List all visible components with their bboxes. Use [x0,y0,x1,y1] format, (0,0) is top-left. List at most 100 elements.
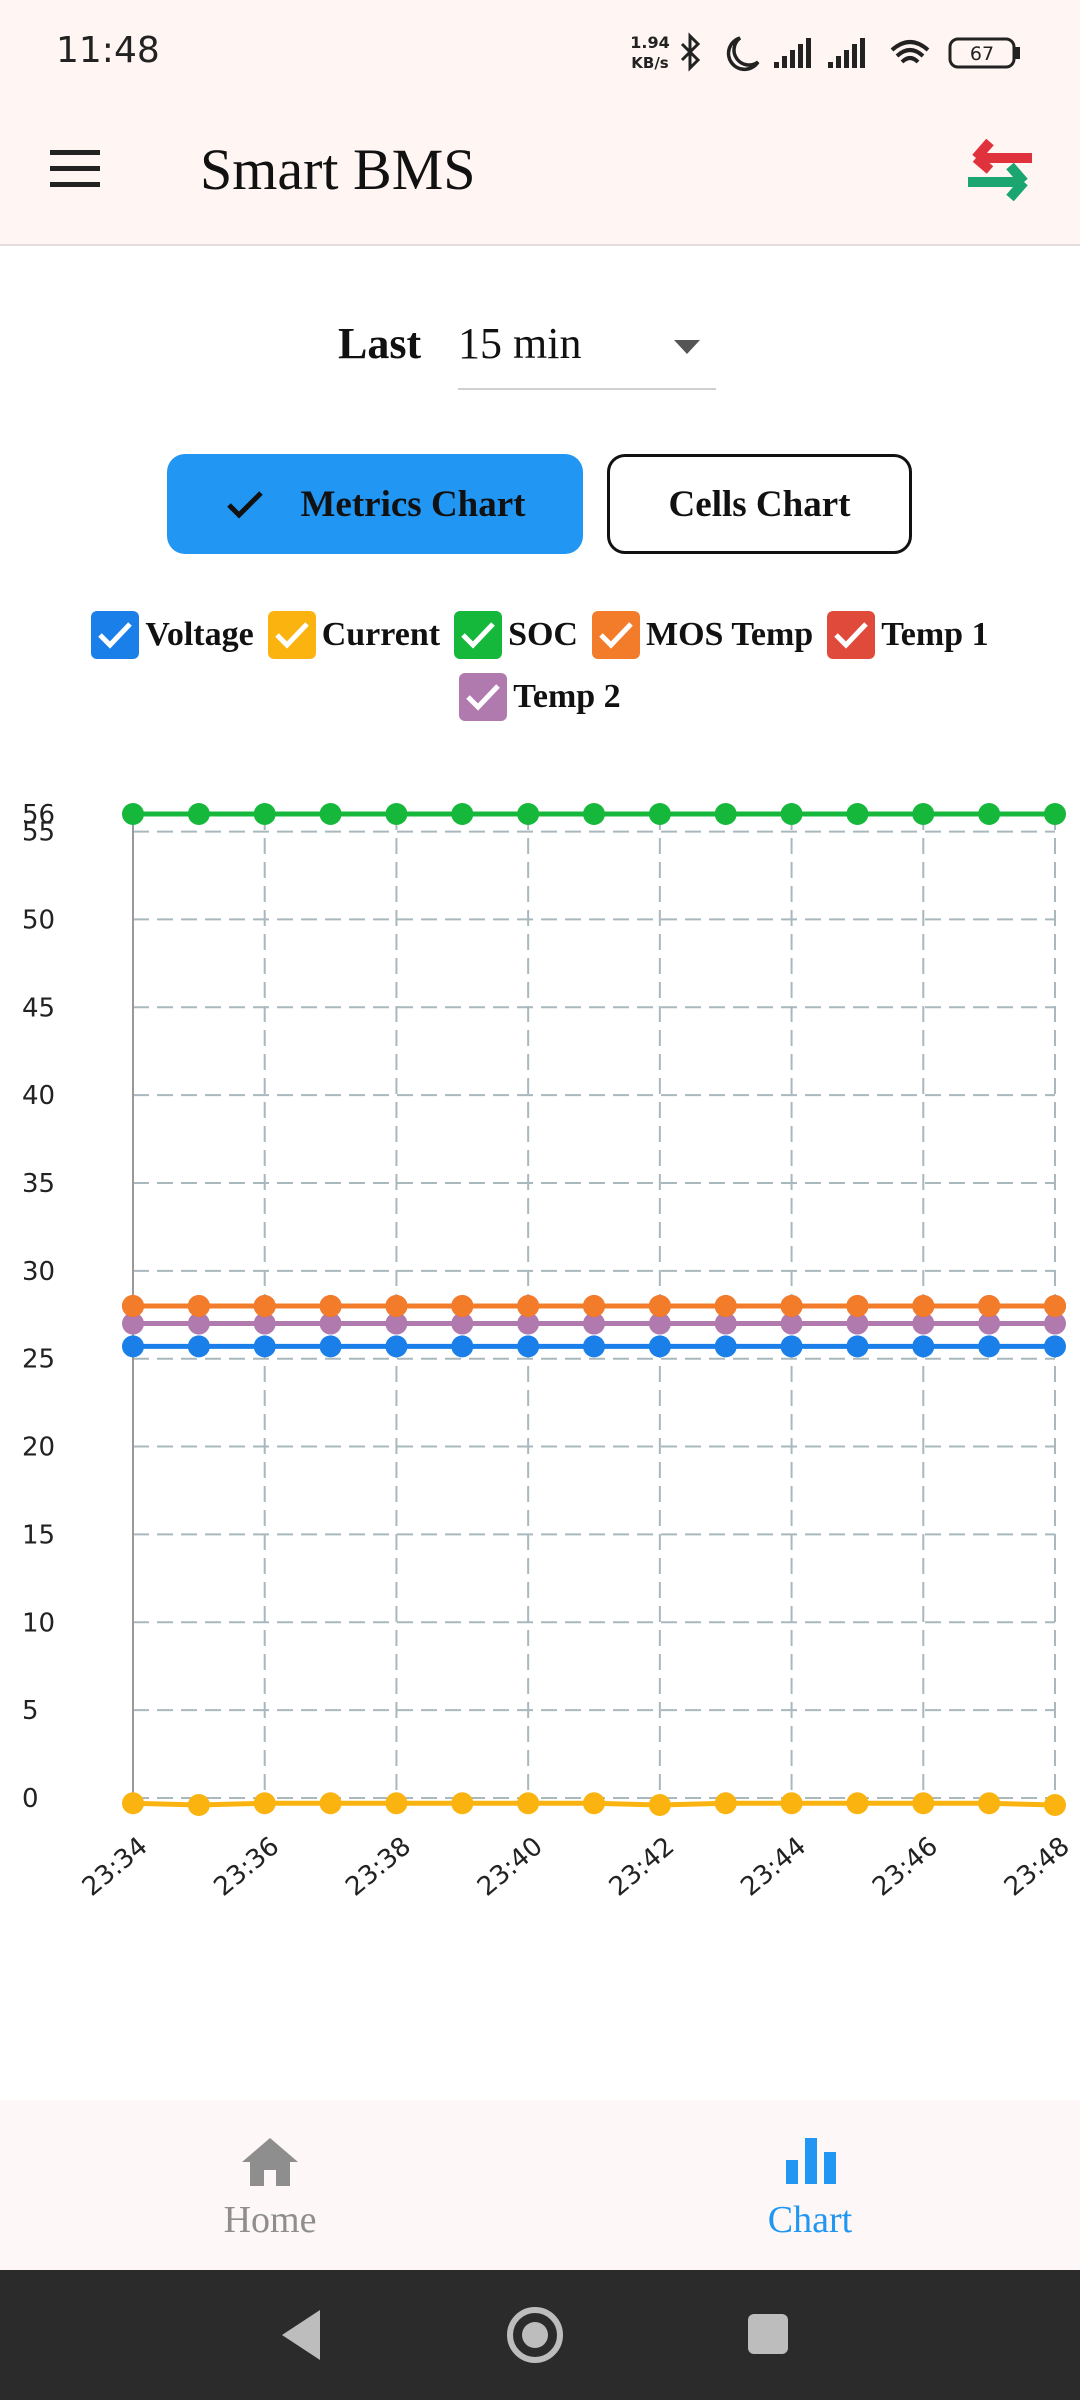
signal-icon [774,38,811,68]
data-point [385,1294,408,1317]
data-point [978,1792,1001,1815]
data-point [978,1294,1001,1317]
data-point [648,1794,671,1816]
data-point [714,1335,737,1358]
data-point [1044,1294,1066,1317]
nav-label[interactable]: Chart [767,2199,853,2241]
x-tick-label: 23:42 [604,1831,681,1902]
data-point [385,1792,408,1815]
legend-checkbox[interactable] [827,611,876,659]
bluetooth-icon [680,32,701,72]
x-tick-label: 23:36 [209,1831,286,1902]
data-point [451,1335,474,1358]
data-point [583,1312,605,1335]
data-point [517,803,540,825]
y-tick-label: 45 [22,993,55,1023]
data-point [583,1792,605,1815]
y-tick-label: 20 [22,1433,55,1463]
data-point [780,803,803,825]
refresh-button[interactable] [962,134,1038,206]
data-point [780,1335,803,1358]
legend-checkbox[interactable] [267,611,316,659]
legend-label: Voltage [145,616,254,653]
legend-item[interactable]: MOS Temp [591,610,813,660]
data-point [187,1294,210,1317]
data-point [583,1335,605,1358]
data-point [846,1792,869,1815]
battery-tip [1015,47,1020,59]
app-bar [0,0,1080,246]
check-mark [834,622,869,649]
legend-checkbox[interactable] [459,673,508,721]
y-tick-label: 15 [22,1520,55,1550]
legend-checkbox[interactable] [91,611,140,659]
data-point [846,1312,869,1335]
y-tick-label: 0 [22,1784,39,1814]
legend-checkbox[interactable] [591,611,640,659]
home-icon[interactable] [240,2136,300,2188]
check-icon [226,491,263,519]
y-tick-label: 10 [22,1608,55,1638]
data-point [319,1792,342,1815]
legend-item[interactable]: Temp 1 [827,610,989,660]
data-point [517,1312,540,1335]
data-point [517,1792,540,1815]
data-point [714,1312,737,1335]
signal-icon-2 [828,38,865,68]
data-point [122,1335,144,1358]
data-point [187,1794,210,1816]
data-point [780,1294,803,1317]
data-point [253,1294,276,1317]
y-tick-label: 30 [22,1257,55,1287]
app-title: Smart BMS [200,137,476,202]
cells-tab[interactable]: Cells Chart [607,454,912,554]
legend-label: Current [321,616,441,653]
legend-item[interactable]: Voltage [91,610,254,660]
chart-icon[interactable] [784,2136,838,2186]
status-icons: 1.94 KB/s 67 [630,32,1020,72]
data-point [648,1294,671,1317]
status-time: 11:48 [56,30,160,71]
x-tick-label: 23:44 [735,1831,812,1902]
data-point [385,1335,408,1358]
data-point [385,803,408,825]
metrics-tab[interactable]: Metrics Chart [167,454,583,554]
x-tick-label: 23:34 [77,1831,154,1902]
data-point [253,1792,276,1815]
check-mark [461,622,495,649]
legend-item[interactable]: SOC [454,610,578,660]
legend-item[interactable]: Current [267,610,441,660]
check-mark [274,622,309,649]
data-point [912,1335,935,1358]
menu-button[interactable] [50,148,102,190]
nav-label[interactable]: Home [223,2199,317,2241]
range-dropdown[interactable]: 15 min [458,318,716,390]
legend-label: Temp 1 [881,616,989,653]
net-speed: 1.94 [630,33,669,52]
data-point [583,1294,605,1317]
data-point [714,803,737,825]
range-value: 15 min [458,319,582,368]
data-point [517,1335,540,1358]
system-buttons[interactable] [270,2300,810,2370]
x-tick-label: 23:46 [867,1831,944,1902]
legend-item[interactable]: Temp 2 [459,672,621,722]
data-point [978,1335,1001,1358]
data-point [451,803,474,825]
y-tick-label: 5 [22,1696,39,1726]
x-tick-label: 23:40 [472,1831,549,1902]
data-point [319,1335,342,1358]
wifi-icon [890,40,930,64]
y-tick-label: 56 [22,800,55,830]
battery-icon [948,37,1016,69]
range-label: Last [338,319,422,368]
data-point [385,1312,408,1335]
check-mark [98,622,133,649]
tab-label: Metrics Chart [300,483,526,525]
bottom-nav [0,2100,1080,2270]
data-point [187,803,210,825]
legend-checkbox[interactable] [454,611,503,659]
y-tick-label: 25 [22,1345,55,1375]
